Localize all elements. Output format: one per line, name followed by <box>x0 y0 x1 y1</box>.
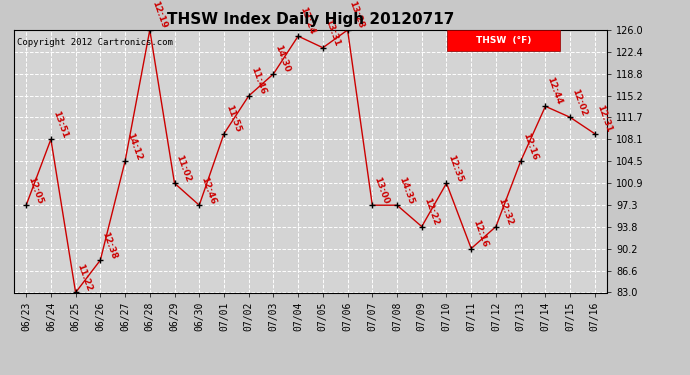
Text: 12:38: 12:38 <box>100 230 119 260</box>
Text: 12:16: 12:16 <box>521 131 539 161</box>
Text: 12:22: 12:22 <box>422 196 440 226</box>
Text: 11:55: 11:55 <box>224 104 242 134</box>
Text: 11:46: 11:46 <box>248 66 267 96</box>
Text: 12:46: 12:46 <box>199 175 217 205</box>
Text: 11:22: 11:22 <box>76 262 94 292</box>
Text: 13:28: 13:28 <box>348 0 366 30</box>
Text: 13:31: 13:31 <box>323 18 341 48</box>
Text: 12:31: 12:31 <box>595 104 613 134</box>
Text: 14:35: 14:35 <box>397 175 415 205</box>
Text: 14:12: 14:12 <box>125 131 144 161</box>
Text: 12:44: 12:44 <box>545 76 564 106</box>
Text: 12:32: 12:32 <box>496 196 514 226</box>
Text: 12:16: 12:16 <box>471 219 489 249</box>
Text: 11:02: 11:02 <box>175 153 193 183</box>
Text: 12:35: 12:35 <box>446 153 465 183</box>
Text: 13:00: 13:00 <box>373 176 391 205</box>
Text: Copyright 2012 Cartronics.com: Copyright 2012 Cartronics.com <box>17 38 172 47</box>
Text: 13:24: 13:24 <box>298 6 317 36</box>
Text: 14:30: 14:30 <box>273 44 292 74</box>
Text: 12:05: 12:05 <box>26 176 44 205</box>
Title: THSW Index Daily High 20120717: THSW Index Daily High 20120717 <box>167 12 454 27</box>
Text: 13:51: 13:51 <box>51 109 69 139</box>
FancyBboxPatch shape <box>447 30 560 51</box>
Text: THSW  (°F): THSW (°F) <box>475 36 531 45</box>
Text: 12:02: 12:02 <box>570 87 589 117</box>
Text: 12:19: 12:19 <box>150 0 168 30</box>
